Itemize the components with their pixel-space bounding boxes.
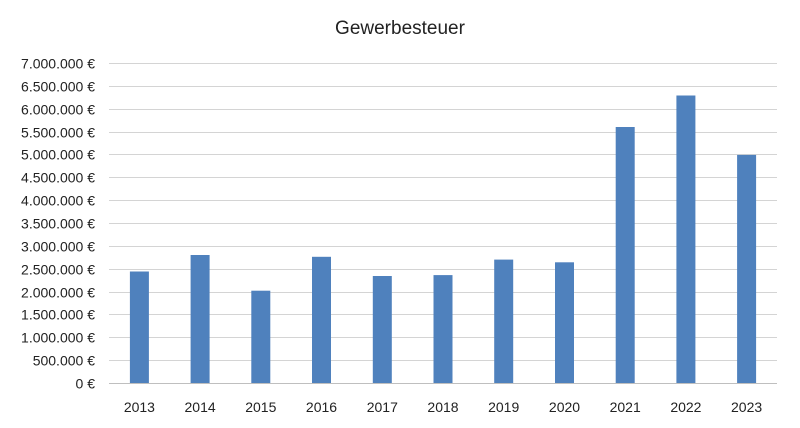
x-tick-label: 2020	[549, 399, 580, 415]
y-tick-label: 2.500.000 €	[21, 262, 95, 278]
y-tick-label: 6.500.000 €	[21, 79, 95, 95]
bar-2022	[676, 95, 696, 383]
bar-2013	[129, 271, 149, 383]
bar-2017	[372, 276, 392, 383]
y-tick-label: 2.000.000 €	[21, 285, 95, 301]
bar-2021	[615, 127, 635, 383]
bar-2014	[190, 255, 210, 383]
x-tick-label: 2022	[670, 399, 701, 415]
y-tick-label: 500.000 €	[33, 353, 95, 369]
y-tick-label: 0 €	[76, 376, 96, 392]
y-axis-ticks: 0 € 500.000 € 1.000.000 € 1.500.000 € 2.000.…	[21, 56, 95, 392]
x-tick-label: 2014	[185, 399, 216, 415]
x-tick-label: 2021	[610, 399, 641, 415]
x-tick-label: 2017	[367, 399, 398, 415]
bar-2018	[433, 275, 453, 383]
x-tick-label: 2013	[124, 399, 155, 415]
y-tick-label: 3.000.000 €	[21, 239, 95, 255]
x-tick-label: 2019	[488, 399, 519, 415]
bars	[129, 95, 757, 383]
bar-2015	[251, 290, 271, 383]
y-tick-label: 5.500.000 €	[21, 125, 95, 141]
bar-2020	[555, 262, 574, 383]
gridlines	[109, 63, 777, 361]
y-tick-label: 4.500.000 €	[21, 170, 95, 186]
y-tick-label: 1.500.000 €	[21, 307, 95, 323]
bar-2016	[312, 256, 331, 383]
x-tick-label: 2018	[427, 399, 458, 415]
bar-2019	[494, 259, 514, 383]
bar-2023	[737, 154, 757, 383]
chart-title: Gewerbesteuer	[335, 18, 466, 39]
y-tick-label: 6.000.000 €	[21, 102, 95, 118]
y-tick-label: 1.000.000 €	[21, 330, 95, 346]
x-tick-label: 2016	[306, 399, 337, 415]
x-tick-label: 2023	[731, 399, 762, 415]
y-tick-label: 7.000.000 €	[21, 56, 95, 72]
y-tick-label: 4.000.000 €	[21, 193, 95, 209]
x-axis-ticks: 2013 2014 2015 2016 2017 2018 2019 2020 2021 2022…	[124, 399, 763, 415]
x-tick-label: 2015	[245, 399, 276, 415]
y-tick-label: 5.000.000 €	[21, 147, 95, 163]
y-tick-label: 3.500.000 €	[21, 216, 95, 232]
